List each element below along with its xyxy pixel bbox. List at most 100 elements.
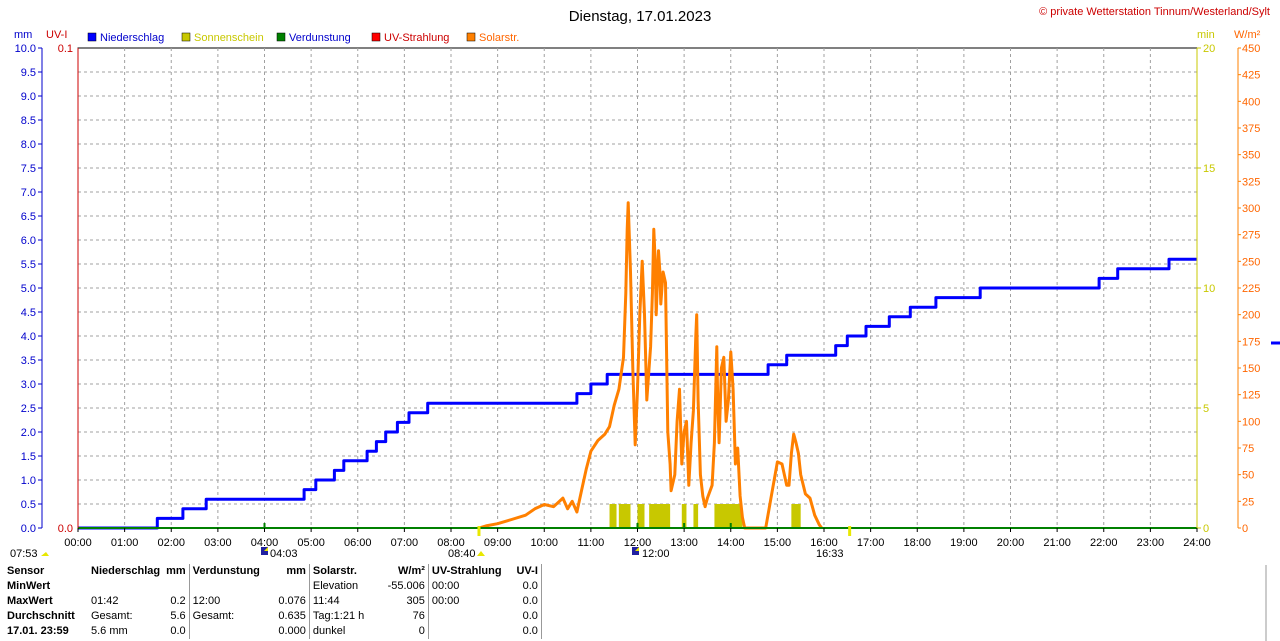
wm2-tick-label: 350 xyxy=(1242,150,1260,162)
stats-cell-s_time: 11:44 xyxy=(308,594,378,609)
stats-cell-n_time: 5.6 mm xyxy=(91,625,128,637)
stats-cell-s_time: Elevation xyxy=(308,579,378,594)
unit-wm2: W/m² xyxy=(1234,29,1261,41)
mm-tick-label: 2.0 xyxy=(21,427,36,439)
mm-tick-label: 5.5 xyxy=(21,259,36,271)
copyright-text: © private Wetterstation Tinnum/Westerlan… xyxy=(1039,6,1270,18)
wm2-tick-label: 125 xyxy=(1242,390,1260,402)
stats-cell-s_val: -55.006 xyxy=(387,580,425,592)
mm-tick-label: 6.5 xyxy=(21,211,36,223)
wm2-tick-label: 325 xyxy=(1242,176,1260,188)
svg-text:16:33: 16:33 xyxy=(816,548,844,560)
time-tick-label: 22:00 xyxy=(1090,537,1118,549)
statistics-table: Sensor Niederschlag mm Verdunstung mm So… xyxy=(4,564,542,639)
mm-tick-label: 3.5 xyxy=(21,355,36,367)
legend-label: Solarstr. xyxy=(479,32,519,44)
stats-cell-s_val: 305 xyxy=(406,595,425,607)
time-tick-label: 13:00 xyxy=(670,537,698,549)
stats-cell-n_time: 01:42 xyxy=(91,595,119,607)
mm-tick-label: 0.5 xyxy=(21,499,36,511)
stats-cell-s_val: 0 xyxy=(418,625,425,637)
time-tick-label: 14:00 xyxy=(717,537,745,549)
stats-cell-v_time: 12:00 xyxy=(188,594,263,609)
stats-cell-s_time: dunkel xyxy=(308,624,378,639)
mm-tick-label: 8.0 xyxy=(21,139,36,151)
stats-cell-u_time xyxy=(427,609,505,624)
stats-cell-u_val: 0.0 xyxy=(504,594,542,609)
svg-text:12:00: 12:00 xyxy=(642,548,670,560)
stats-cell-n_val xyxy=(163,579,189,594)
time-tick-label: 15:00 xyxy=(764,537,792,549)
wm2-tick-label: 0 xyxy=(1242,523,1248,535)
sunshine-bar xyxy=(609,504,617,528)
time-tick-label: 11:00 xyxy=(578,537,605,549)
stats-cell-n_val: 0.0 xyxy=(170,625,186,637)
marker-1200: 12:00 xyxy=(632,547,670,560)
wm2-tick-label: 150 xyxy=(1242,363,1260,375)
wm2-tick-label: 400 xyxy=(1242,96,1260,108)
legend-label: Sonnenschein xyxy=(194,32,264,44)
time-tick-label: 04:00 xyxy=(251,537,279,549)
sunrise-marker: 07:53 xyxy=(10,548,49,560)
header-sensor: Sensor xyxy=(7,565,45,577)
mm-tick-label: 3.0 xyxy=(21,379,36,391)
time-tick-label: 00:00 xyxy=(64,537,92,549)
sunshine-bar xyxy=(649,504,671,528)
time-tick-label: 10:00 xyxy=(530,537,558,549)
header-unit-wm2: W/m² xyxy=(398,565,425,577)
header-unit-uv: UV-I xyxy=(504,564,542,579)
stats-cell-n_val: 0.2 xyxy=(170,595,186,607)
legend-label: UV-Strahlung xyxy=(384,32,449,44)
time-tick-label: 06:00 xyxy=(344,537,372,549)
svg-text:08:40: 08:40 xyxy=(448,548,476,560)
chart-legend: Niederschlag Sonnenschein Verdunstung UV-St… xyxy=(87,32,519,44)
time-tick-label: 16:00 xyxy=(810,537,838,549)
uv-tick-label: 0.1 xyxy=(58,43,73,55)
stats-cell-v_val: 0.635 xyxy=(278,610,306,622)
mm-tick-label: 2.5 xyxy=(21,403,36,415)
mm-tick-label: 9.5 xyxy=(21,67,36,79)
mm-tick-label: 1.0 xyxy=(21,475,36,487)
wm2-tick-label: 75 xyxy=(1242,443,1254,455)
legend-swatch xyxy=(276,32,286,42)
wm2-tick-label: 300 xyxy=(1242,203,1260,215)
wm2-tick-label: 175 xyxy=(1242,336,1260,348)
stats-row: MaxWert 01:42 0.2 12:00 0.076 11:44 305 00:00 0.… xyxy=(4,594,542,609)
mm-tick-label: 8.5 xyxy=(21,115,36,127)
stats-row: MinWert Elevation -55.006 00:00 0.0 xyxy=(4,579,542,594)
time-tick-label: 23:00 xyxy=(1137,537,1165,549)
mm-tick-label: 6.0 xyxy=(21,235,36,247)
min-tick-label: 15 xyxy=(1203,163,1215,175)
header-unit-mm: mm xyxy=(166,565,186,577)
wm2-tick-label: 100 xyxy=(1242,416,1260,428)
unit-mm: mm xyxy=(14,29,32,41)
min-tick-label: 0 xyxy=(1203,523,1209,535)
stats-row: Durchschnitt Gesamt: 5.6 Gesamt: 0.635 Tag:1:… xyxy=(4,609,542,624)
wm2-tick-label: 450 xyxy=(1242,43,1260,55)
time-tick-label: 05:00 xyxy=(297,537,325,549)
header-uv: UV-Strahlung xyxy=(427,564,505,579)
sunshine-bar xyxy=(693,504,699,528)
sunshine-bars xyxy=(609,504,801,528)
stats-cell-label: MinWert xyxy=(7,580,51,592)
unit-uv: UV-I xyxy=(46,29,67,41)
wm2-tick-label: 250 xyxy=(1242,256,1260,268)
stats-cell-label: Durchschnitt xyxy=(7,610,75,622)
svg-text:07:53: 07:53 xyxy=(10,548,38,560)
marker-0403: 04:03 xyxy=(261,547,298,560)
time-tick-label: 12:00 xyxy=(624,537,652,549)
stats-cell-s_time: Tag:1:21 h xyxy=(308,609,378,624)
stats-cell-v_time xyxy=(188,579,263,594)
header-unit-mm2: mm xyxy=(286,565,306,577)
legend-swatch xyxy=(466,32,476,42)
unit-min: min xyxy=(1197,29,1215,41)
legend-swatch xyxy=(371,32,381,42)
stats-cell-v_time xyxy=(188,624,263,639)
wm2-tick-label: 225 xyxy=(1242,283,1260,295)
header-solar: Solarstr. xyxy=(308,564,378,579)
mm-tick-label: 7.5 xyxy=(21,163,36,175)
time-tick-label: 20:00 xyxy=(997,537,1025,549)
time-tick-label: 08:00 xyxy=(437,537,465,549)
stats-cell-u_val: 0.0 xyxy=(504,624,542,639)
